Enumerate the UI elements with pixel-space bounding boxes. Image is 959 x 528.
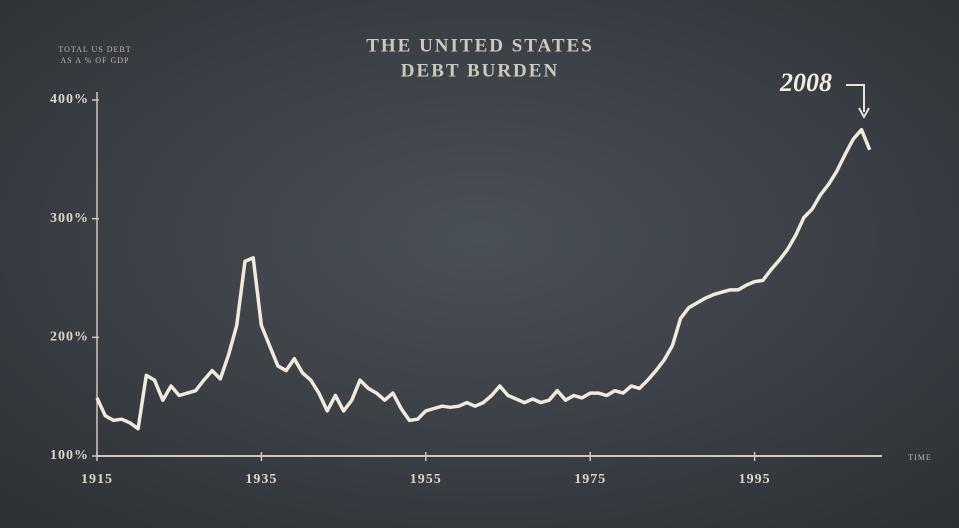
y-tick-label: 200% — [50, 330, 89, 345]
chart-title: THE UNITED STATES — [366, 35, 594, 56]
chart-title: DEBT BURDEN — [401, 60, 559, 81]
x-tick-label: 1915 — [81, 472, 113, 487]
annotation-arrow — [846, 84, 865, 112]
annotation-arrow — [858, 107, 870, 120]
y-axis-label: AS A % OF GDP — [60, 56, 129, 65]
y-tick-label: 300% — [50, 211, 89, 226]
annotation: 2008 — [779, 68, 832, 97]
x-tick-label: 1995 — [739, 472, 771, 487]
x-tick-label: 1935 — [245, 472, 277, 487]
x-axis-label: TIME — [908, 453, 932, 462]
y-axis-label: TOTAL US DEBT — [58, 45, 131, 54]
y-tick-label: 100% — [50, 448, 89, 463]
y-tick-label: 400% — [50, 92, 89, 107]
x-tick-label: 1975 — [574, 472, 606, 487]
debt-line — [95, 127, 872, 431]
x-tick-label: 1955 — [410, 472, 442, 487]
